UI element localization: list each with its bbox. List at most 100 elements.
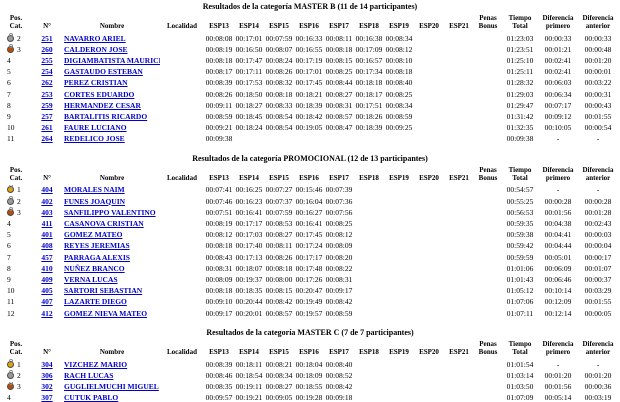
- competitor-name-link[interactable]: PEREZ CRISTIAN: [64, 78, 128, 88]
- competitor-name-link[interactable]: FUNES JOAQUIN: [64, 196, 126, 206]
- competitor-number-link[interactable]: 302: [41, 382, 53, 392]
- name-cell: HERMANDEZ CESAR: [64, 100, 160, 111]
- competitor-name-link[interactable]: GASTAUDO ESTEBAN: [64, 67, 143, 77]
- column-header-esp20: ESP20: [419, 173, 439, 182]
- section-title: Resultados de la categoría MASTER C (7 d…: [206, 328, 414, 338]
- competitor-name-link[interactable]: VIZCHEZ MARIO: [64, 359, 128, 369]
- esp-time-cell-esp20: [414, 230, 444, 241]
- competitor-name-link[interactable]: NAVARRO ARIEL: [64, 33, 126, 43]
- total-time-cell: 00:59:42: [506, 241, 534, 251]
- competitor-name-link[interactable]: CORTES EDUARDO: [64, 89, 135, 99]
- diff-previous-cell: 00:01:20: [584, 370, 612, 380]
- column-header-pos: Pos. Cat.: [9, 340, 23, 357]
- esp-time-cell-esp17: 00:08:12: [325, 230, 353, 240]
- competitor-number-link[interactable]: 264: [41, 134, 53, 144]
- position-value: 8: [7, 263, 11, 273]
- competitor-number-link[interactable]: 402: [41, 196, 53, 206]
- competitor-number-link[interactable]: 408: [41, 241, 53, 251]
- diff-previous-cell: 00:00:36: [584, 382, 612, 392]
- competitor-name-link[interactable]: CALDERON JOSE: [64, 44, 128, 54]
- competitor-name-link[interactable]: SANFILIPPO VALENTINO: [64, 207, 156, 217]
- esp-time-cell-esp13: 00:08:09: [205, 274, 233, 284]
- competitor-name-link[interactable]: PARRAGA ALEXIS: [64, 252, 130, 262]
- diff-previous-cell: 00:02:43: [584, 219, 612, 229]
- esp-time-cell-esp18: [354, 359, 384, 370]
- competitor-name-link[interactable]: MORALES NAIM: [64, 185, 125, 195]
- esp-time-cell-esp18: [354, 286, 384, 297]
- esp-time-cell-esp19: 00:08:12: [385, 44, 413, 54]
- total-time-cell: 01:05:12: [506, 286, 534, 296]
- competitor-name-link[interactable]: REDELICO JOSE: [64, 134, 125, 144]
- competitor-name-link[interactable]: HERMANDEZ CESAR: [64, 100, 141, 110]
- esp-time-cell-esp15: 00:08:32: [265, 78, 293, 88]
- esp-time-cell-esp16: 00:18:39: [295, 100, 323, 110]
- total-time-cell: 01:01:43: [506, 274, 534, 284]
- competitor-name-link[interactable]: GUGLIELMUCHI MIGUEL: [64, 382, 159, 392]
- competitor-number-link[interactable]: 401: [41, 230, 53, 240]
- competitor-number-link[interactable]: 253: [41, 89, 53, 99]
- competitor-name-link[interactable]: BARTALITIS RICARDO: [64, 111, 148, 121]
- column-header-penas: Penas Bonus: [478, 340, 498, 357]
- competitor-number-link[interactable]: 410: [41, 263, 53, 273]
- competitor-name-link[interactable]: SARTORI SEBASTIAN: [64, 286, 143, 296]
- header-row: Pos. Cat. N° Nombre Localidad ESP13 ESP14 ESP1…: [2, 165, 618, 185]
- competitor-number-link[interactable]: 403: [41, 207, 53, 217]
- competitor-number-link[interactable]: 411: [41, 219, 53, 229]
- esp-time-cell-esp18: [354, 241, 384, 252]
- competitor-number-link[interactable]: 257: [41, 111, 53, 121]
- esp-time-cell-esp19: [384, 134, 414, 145]
- competitor-name-link[interactable]: FAURE LUCIANO: [64, 123, 127, 133]
- competitor-name-link[interactable]: GOMEZ MATEO: [64, 230, 123, 240]
- esp-time-cell-esp14: 00:17:13: [235, 252, 263, 262]
- esp-time-cell-esp18: [354, 230, 384, 241]
- position-cell: 5: [2, 67, 30, 78]
- competitor-number-link[interactable]: 457: [41, 252, 53, 262]
- number-cell: 306: [30, 370, 64, 381]
- position-value: 11: [7, 134, 15, 144]
- column-header-esp16: ESP16: [299, 22, 319, 30]
- competitor-name-link[interactable]: CUTUK PABLO: [64, 393, 119, 402]
- esp-time-cell-esp15: 00:07:37: [265, 196, 293, 206]
- position-cell: 5: [2, 230, 30, 241]
- esp-time-cell-esp20: [414, 241, 444, 252]
- competitor-name-link[interactable]: RACH LUCAS: [64, 370, 114, 380]
- competitor-name-link[interactable]: CASANOVA CRISTIAN: [64, 219, 144, 229]
- competitor-number-link[interactable]: 412: [41, 308, 53, 318]
- header-row: Pos. Cat. N° Nombre Localidad ESP13 ESP14 ESP1…: [2, 339, 618, 359]
- column-header-total: Tiempo Total: [508, 340, 532, 357]
- number-cell: 403: [30, 207, 64, 218]
- competitor-name-link[interactable]: DIGIAMBATISTA MAURICIO: [64, 55, 160, 65]
- competitor-name-link[interactable]: NUÑEZ BRANCO: [64, 263, 125, 273]
- esp-time-cell-esp13: 00:07:51: [205, 207, 233, 217]
- competitor-number-link[interactable]: 407: [41, 297, 53, 307]
- competitor-name-link[interactable]: LAZARTE DIEGO: [64, 297, 127, 307]
- competitor-number-link[interactable]: 255: [41, 55, 53, 65]
- competitor-number-link[interactable]: 262: [41, 78, 53, 88]
- competitor-number-link[interactable]: 404: [41, 185, 53, 195]
- competitor-number-link[interactable]: 304: [41, 359, 53, 369]
- competitor-number-link[interactable]: 405: [41, 286, 53, 296]
- table-row: 10 405 SARTORI SEBASTIAN 00:08:18 00:18:35 00…: [2, 286, 618, 297]
- competitor-number-link[interactable]: 259: [41, 100, 53, 110]
- competitor-name-link[interactable]: VERNA LUCAS: [64, 274, 118, 284]
- localidad-cell: [160, 44, 204, 55]
- esp-time-cell-esp19: [384, 252, 414, 263]
- competitor-number-link[interactable]: 251: [41, 33, 53, 43]
- competitor-number-link[interactable]: 307: [41, 393, 53, 402]
- competitor-number-link[interactable]: 409: [41, 274, 53, 284]
- number-cell: 253: [30, 89, 64, 100]
- localidad-cell: [160, 230, 204, 241]
- competitor-number-link[interactable]: 254: [41, 67, 53, 77]
- esp-time-cell-esp15: 00:08:26: [265, 252, 293, 262]
- competitor-number-link[interactable]: 306: [41, 370, 53, 380]
- position-cell: 7: [2, 252, 30, 263]
- column-header-esp19: ESP19: [389, 348, 409, 357]
- esp-time-cell-esp16: 00:17:24: [295, 241, 323, 251]
- esp-time-cell-esp21: [444, 382, 474, 393]
- esp-time-cell-esp20: [414, 393, 444, 402]
- competitor-name-link[interactable]: GOMEZ NIEVA MATEO: [64, 308, 148, 318]
- competitor-name-link[interactable]: REYES JEREMIAS: [64, 241, 130, 251]
- competitor-number-link[interactable]: 261: [41, 123, 53, 133]
- competitor-number-link[interactable]: 260: [41, 44, 53, 54]
- table-row: 5 401 GOMEZ MATEO 00:08:12 00:17:03 00:08:27 0…: [2, 230, 618, 241]
